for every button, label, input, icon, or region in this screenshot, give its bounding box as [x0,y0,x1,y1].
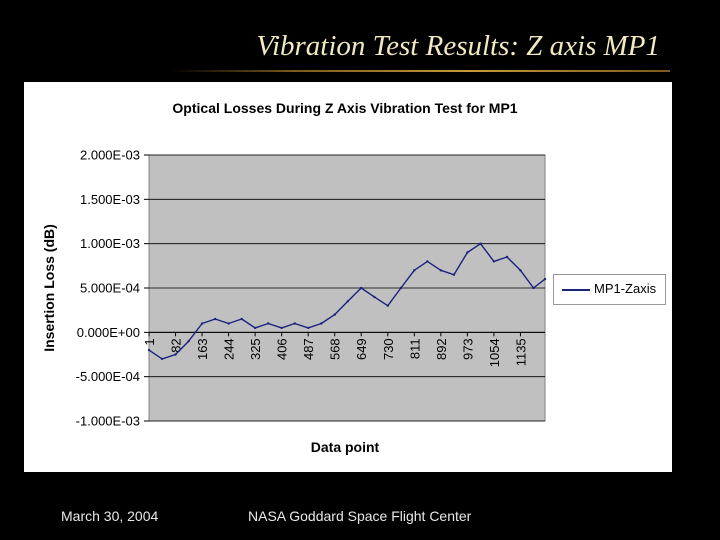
slide-title: Vibration Test Results: Z axis MP1 [256,30,660,62]
legend: MP1-Zaxis [553,274,666,305]
line-chart: Optical Losses During Z Axis Vibration T… [41,100,547,455]
y-tick-label: 1.000E-03 [80,236,140,251]
x-tick-label: 730 [381,338,396,360]
x-tick-label: 1054 [487,338,502,367]
data-point [240,317,243,321]
x-tick-label: 649 [354,338,369,360]
data-point [147,348,151,352]
data-point [253,326,257,330]
data-point [214,317,217,321]
y-tick-label: 2.000E-03 [80,148,140,163]
data-point [174,353,177,356]
title-underline [170,70,670,72]
y-tick-label: 5.000E-04 [80,281,140,296]
data-point [452,273,456,276]
data-point [373,295,376,299]
y-axis-ticks: -1.000E-03 -5.000E-04 0.000E+00 5.000E-04 1.… [76,148,149,429]
x-axis-ticks: 1 82 163 244 325 406 487 568 649 730 811 892 973 1054… [142,331,545,367]
x-axis-label: Data point [311,439,380,455]
data-point [413,269,416,272]
x-tick-label: 1 [142,338,157,345]
y-tick-label: 0.000E+00 [77,325,140,340]
x-tick-label: 325 [248,338,263,360]
footer-organization: NASA Goddard Space Flight Center [248,508,472,524]
y-tick-label: 1.500E-03 [80,192,140,207]
y-tick-label: -1.000E-03 [76,414,140,429]
x-tick-label: 892 [434,338,449,360]
data-point [280,326,283,330]
data-point [386,304,389,307]
footer-date: March 30, 2004 [61,508,159,524]
data-point [399,286,403,290]
series-group [147,242,547,361]
data-point [439,269,442,272]
data-point [505,255,509,259]
y-tick-label: -5.000E-04 [76,369,140,384]
data-point [479,242,482,245]
y-axis-label: Insertion Loss (dB) [41,224,57,352]
data-point [333,313,336,316]
x-tick-label: 568 [328,338,343,360]
x-tick-label: 1135 [513,338,528,366]
data-point [160,357,164,361]
data-point [543,277,547,281]
data-point [466,251,469,254]
legend-label: MP1-Zaxis [594,281,657,296]
x-tick-label: 406 [275,338,290,360]
x-tick-label: 811 [407,338,422,359]
x-tick-label: 163 [195,338,210,360]
data-point [227,322,230,325]
data-point [200,322,204,325]
data-point [293,322,296,325]
data-point [532,286,535,290]
chart-title: Optical Losses During Z Axis Vibration T… [172,100,517,116]
data-point [187,340,190,343]
x-tick-label: 82 [169,338,184,352]
data-point [320,322,323,325]
x-tick-label: 244 [222,338,237,360]
data-point [492,260,496,263]
legend-swatch [562,289,590,291]
data-point [426,260,429,263]
data-point [360,286,363,290]
data-point [307,326,310,330]
data-point [346,300,349,303]
x-tick-label: 487 [301,338,316,360]
data-point [267,322,270,325]
data-point [519,269,522,272]
x-tick-label: 973 [460,338,475,360]
